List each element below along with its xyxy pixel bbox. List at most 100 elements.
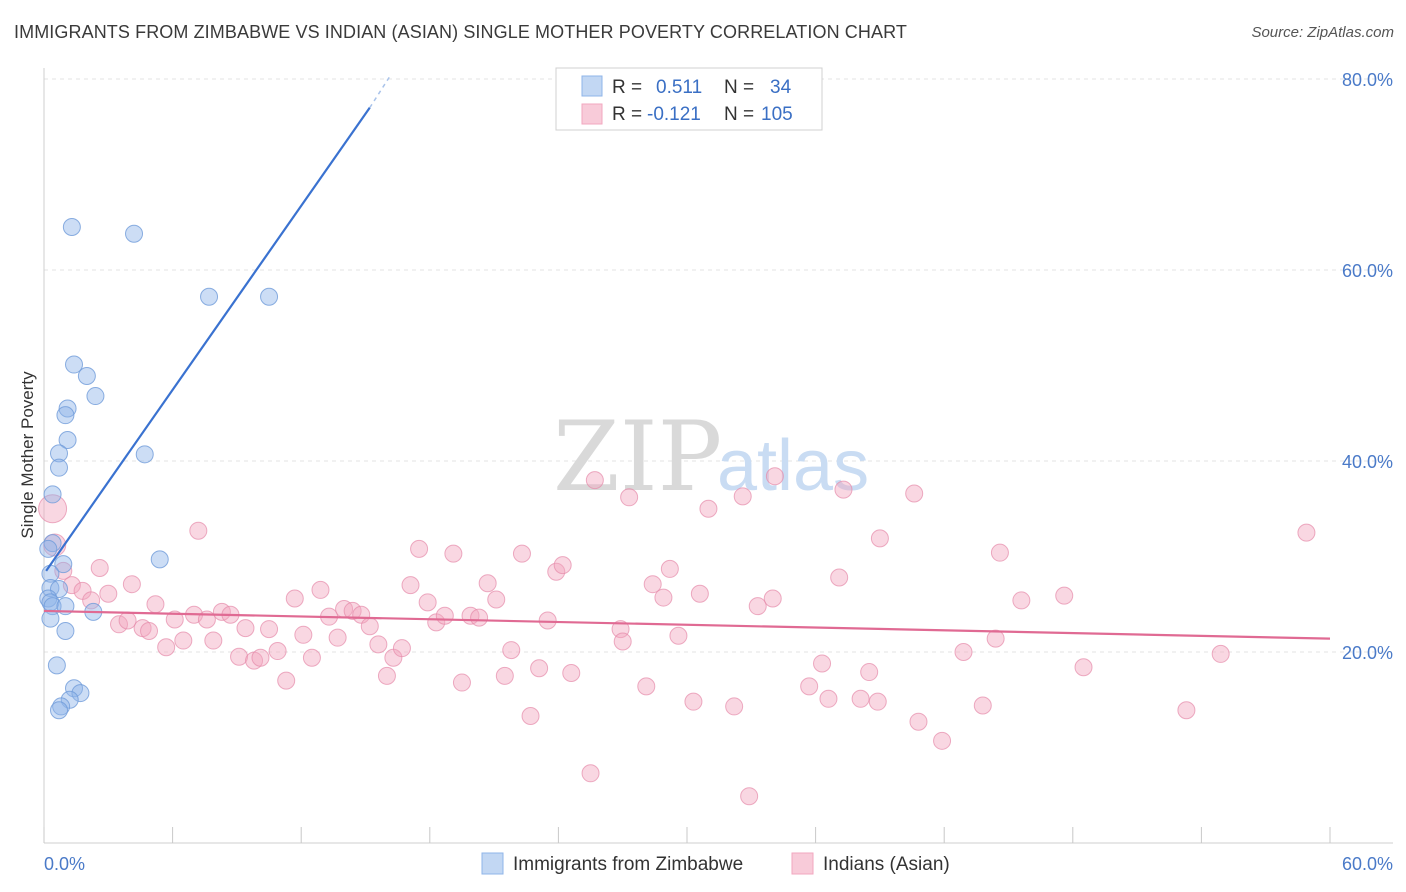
indians-asian-point <box>512 544 531 563</box>
zimbabwe-point <box>135 445 154 464</box>
indians-asian-point <box>302 648 321 667</box>
indians-asian-point <box>521 706 540 725</box>
indians-asian-point <box>905 484 924 503</box>
indians-asian-point <box>377 666 396 685</box>
indians-asian-point <box>765 467 784 486</box>
indians-asian-point <box>538 611 557 630</box>
indians-asian-point <box>547 562 566 581</box>
zimbabwe-point <box>77 367 96 386</box>
indians-asian-point <box>122 575 141 594</box>
indians-asian-point <box>933 731 952 750</box>
indians-asian-point <box>435 606 454 625</box>
legend-n-value-2: 105 <box>761 104 793 125</box>
indians-asian-point <box>1012 591 1031 610</box>
zimbabwe-point <box>58 399 77 418</box>
indians-asian-point <box>251 648 270 667</box>
indians-asian-point <box>189 521 208 540</box>
indians-asian-point <box>1055 586 1074 605</box>
indians-asian-point <box>553 556 572 575</box>
x-tick-label-max: 60.0% <box>1342 854 1393 874</box>
indians-asian-point <box>392 639 411 658</box>
legend-r-value-1: 0.511 <box>656 77 702 98</box>
indians-asian-point <box>260 620 279 639</box>
indians-asian-point <box>748 597 767 616</box>
legend-n-value-1: 34 <box>770 77 792 98</box>
indians-asian-point <box>654 588 673 607</box>
indians-asian-point <box>360 617 379 636</box>
indians-asian-point <box>990 543 1009 562</box>
legend-r-label-2: R = <box>612 104 642 125</box>
zimbabwe-point <box>71 684 90 703</box>
bottom-legend-label-zimbabwe: Immigrants from Zimbabwe <box>513 854 743 875</box>
y-tick-labels: 20.0% 40.0% 60.0% 80.0% <box>1342 70 1393 663</box>
indians-asian-point <box>401 576 420 595</box>
zimbabwe-point <box>62 218 81 237</box>
correlation-legend: R = 0.511 N = 34 R = -0.121 N = 105 <box>555 67 823 131</box>
bottom-legend-label-indians: Indians (Asian) <box>823 854 950 875</box>
zimbabwe-point <box>86 387 105 406</box>
y-tick-label-60: 60.0% <box>1342 261 1393 281</box>
series-legend: Immigrants from Zimbabwe Indians (Asian) <box>481 852 950 875</box>
chart-title: IMMIGRANTS FROM ZIMBABWE VS INDIAN (ASIA… <box>14 22 907 42</box>
indians-asian-point <box>954 643 973 661</box>
indians-asian-point <box>470 608 489 627</box>
indians-asian-point <box>562 664 581 683</box>
zimbabwe-point <box>56 406 75 425</box>
indians-asian-point <box>495 666 514 685</box>
indians-asian-point <box>1074 658 1093 677</box>
indians-asian-point <box>487 590 506 609</box>
zimbabwe-point <box>47 656 66 675</box>
indians-asian-point <box>328 628 347 647</box>
bottom-legend-swatch-indians <box>791 852 814 875</box>
zimbabwe-point <box>150 550 169 569</box>
y-axis-title: Single Mother Poverty <box>18 371 37 539</box>
zimbabwe-point <box>200 287 219 306</box>
indians-asian-point <box>669 626 688 645</box>
y-tick-label-40: 40.0% <box>1342 452 1393 472</box>
indians-asian-point <box>444 544 463 563</box>
indians-asian-points <box>38 467 1316 806</box>
indians-asian-point <box>763 589 782 608</box>
indians-asian-point <box>343 601 362 620</box>
indians-asian-point <box>157 638 176 657</box>
zimbabwe-point <box>56 621 75 640</box>
indians-asian-point <box>813 654 832 673</box>
indians-asian-point <box>819 689 838 708</box>
legend-swatch-zimbabwe <box>581 75 603 97</box>
zimbabwe-point <box>65 355 84 374</box>
grid-lines <box>44 78 1393 653</box>
indians-asian-point <box>660 559 679 578</box>
zimbabwe-trend-extension <box>369 73 392 109</box>
x-ticks <box>43 827 1331 843</box>
indians-asian-point <box>620 488 639 507</box>
indians-asian-point <box>613 632 632 651</box>
zimbabwe-point <box>50 458 69 477</box>
indians-asian-point <box>684 692 703 711</box>
indians-asian-point <box>800 677 819 696</box>
zimbabwe-point <box>50 701 69 720</box>
y-tick-label-20: 20.0% <box>1342 643 1393 663</box>
indians-asian-trend-line <box>43 609 1331 640</box>
indians-asian-point <box>1177 701 1196 720</box>
indians-asian-point <box>860 663 879 682</box>
indians-asian-point <box>410 539 429 558</box>
indians-asian-point <box>909 712 928 731</box>
indians-asian-point <box>230 647 249 666</box>
zimbabwe-point <box>39 539 58 558</box>
zimbabwe-point <box>41 609 60 628</box>
indians-asian-point <box>643 575 662 594</box>
indians-asian-point <box>452 673 471 692</box>
indians-asian-point <box>90 558 109 577</box>
zimbabwe-point <box>50 444 69 463</box>
indians-asian-point <box>870 529 889 548</box>
indians-asian-point <box>277 671 296 690</box>
indians-asian-point <box>581 764 600 783</box>
indians-asian-point <box>868 692 887 711</box>
indians-asian-point <box>699 499 718 518</box>
indians-asian-point <box>311 580 330 599</box>
zimbabwe-point <box>54 555 73 574</box>
watermark: ZIP atlas <box>553 401 869 513</box>
zimbabwe-point <box>58 430 77 449</box>
legend-r-label-1: R = <box>612 77 642 98</box>
